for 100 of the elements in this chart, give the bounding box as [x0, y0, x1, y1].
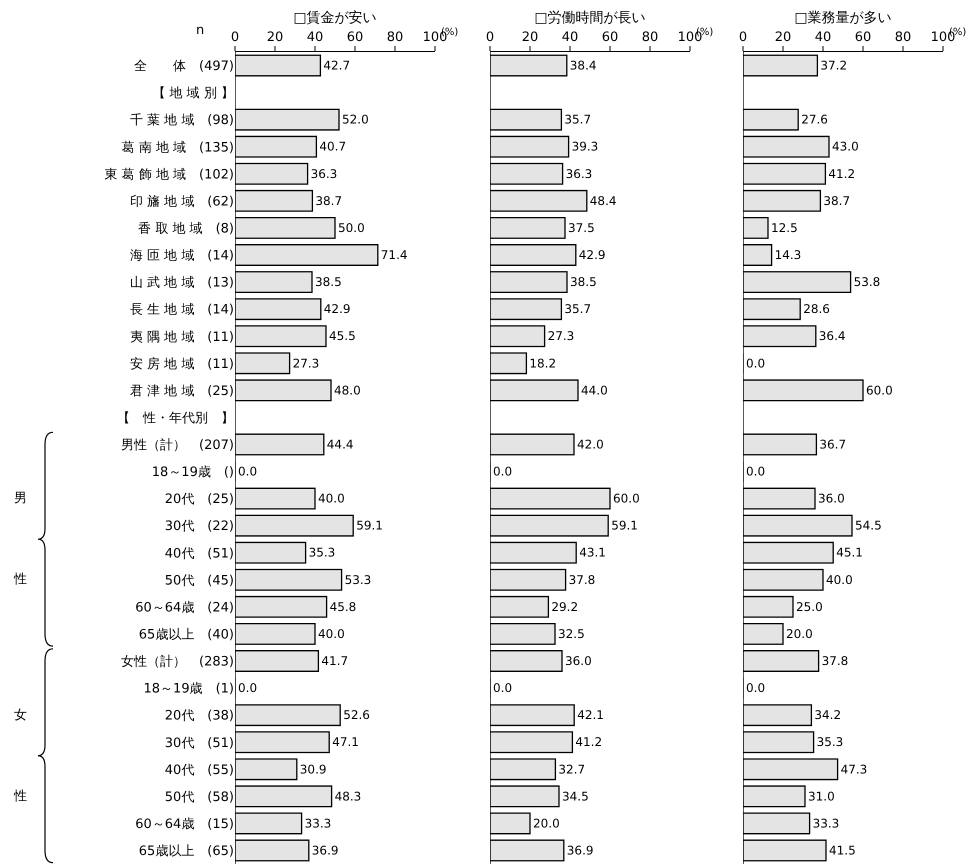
- y-tick-label: 男性（計） (207): [121, 438, 234, 454]
- data-label: 20.0: [533, 816, 560, 830]
- text: 性: [13, 572, 27, 587]
- chart-title: □賃金が安い: [293, 10, 377, 26]
- data-label: 32.7: [558, 762, 586, 776]
- data-label: 35.7: [564, 112, 592, 127]
- data-label: 40.0: [318, 492, 345, 506]
- x-tick-label: 0: [486, 30, 494, 45]
- data-label: 35.3: [816, 735, 844, 750]
- y-tick-label: 海 匝 地 域 (14): [130, 248, 234, 264]
- data-label: 44.0: [581, 383, 608, 398]
- data-label: 52.6: [343, 708, 370, 722]
- y-tick-label: 65歳以上 (65): [138, 844, 234, 860]
- data-label: 42.0: [577, 437, 604, 452]
- data-label: 45.5: [329, 329, 356, 344]
- y-tick-label: 50代 (58): [164, 790, 234, 805]
- data-label: 0.0: [746, 464, 766, 479]
- data-label: 36.7: [819, 437, 846, 452]
- data-label: 48.0: [334, 383, 361, 398]
- y-tick-label: 30代 (22): [164, 519, 234, 534]
- data-label: 48.4: [590, 194, 617, 208]
- data-label: 53.3: [344, 572, 372, 587]
- data-label: 59.1: [611, 518, 638, 533]
- y-tick-label: 全 体 (497): [134, 59, 234, 74]
- data-label: 45.8: [330, 600, 356, 614]
- data-label: 42.9: [578, 248, 606, 262]
- data-label: 20.0: [786, 626, 813, 641]
- y-tick-label: 長 生 地 域 (14): [130, 302, 234, 318]
- y-tick-label: 18～19歳 (1): [144, 682, 234, 697]
- data-label: 71.4: [380, 248, 408, 262]
- data-label: 37.5: [568, 220, 595, 235]
- chart-title: □労働時間が長い: [534, 10, 646, 26]
- y-tick-label: 夷 隅 地 域 (11): [130, 330, 234, 345]
- data-label: 37.8: [822, 654, 848, 668]
- data-label: 0.0: [238, 681, 258, 696]
- data-label: 27.3: [548, 329, 574, 344]
- data-label: 37.8: [568, 572, 596, 587]
- data-label: 37.2: [820, 58, 848, 73]
- data-label: 41.2: [575, 735, 602, 750]
- data-label: 59.1: [356, 518, 383, 533]
- data-label: 38.7: [823, 194, 850, 208]
- data-label: 47.1: [332, 735, 359, 750]
- chart-title: □業務量が多い: [794, 10, 892, 26]
- data-label: 43.0: [832, 140, 859, 154]
- data-label: 33.3: [304, 816, 332, 830]
- data-label: 0.0: [746, 356, 766, 370]
- y-tick-label: 60～64歳 (24): [135, 600, 234, 616]
- y-tick-label: 千 葉 地 域 (98): [130, 113, 234, 128]
- x-tick-label: 0: [738, 30, 748, 45]
- data-label: 34.2: [814, 708, 842, 722]
- y-tick-label: 山 武 地 域 (13): [130, 276, 234, 291]
- y-tick-label: 安 房 地 域 (11): [130, 356, 234, 372]
- x-tick-label: 80: [894, 30, 912, 45]
- data-label: 38.5: [570, 275, 597, 290]
- data-label: 34.5: [562, 789, 589, 804]
- data-label: 25.0: [796, 600, 823, 614]
- y-tick-label: 40代 (51): [164, 546, 234, 562]
- y-tick-label: 30代 (51): [164, 736, 234, 751]
- x-tick-label: 80: [642, 30, 658, 45]
- y-tick-label: 40代 (55): [164, 762, 234, 778]
- data-label: 0.0: [493, 464, 512, 479]
- y-tick-label: 65歳以上 (40): [138, 627, 234, 642]
- y-tick-label: 女性（計） (283): [121, 654, 234, 670]
- y-tick-label: 【 性・年代別 】: [117, 410, 234, 426]
- text: 女: [14, 708, 27, 723]
- data-label: 52.0: [342, 112, 369, 127]
- text: 男: [14, 491, 27, 506]
- y-tick-label: 50代 (45): [164, 573, 234, 588]
- y-tick-label: 60～64歳 (15): [135, 816, 234, 832]
- data-label: 42.1: [577, 708, 604, 722]
- data-label: 36.4: [818, 329, 846, 344]
- y-tick-label: 18～19歳 (): [152, 465, 234, 480]
- data-label: 31.0: [808, 789, 835, 804]
- y-tick-label: 香 取 地 域 (8): [138, 221, 234, 236]
- data-label: 60.0: [866, 383, 893, 398]
- data-label: 53.8: [854, 275, 880, 290]
- y-tick-label: 東 葛 飾 地 域 (102): [104, 167, 234, 182]
- data-label: 27.3: [292, 356, 320, 370]
- x-tick-label: 60: [854, 30, 872, 45]
- x-tick-label: 80: [386, 30, 404, 45]
- data-label: 36.3: [310, 166, 338, 181]
- data-label: 27.6: [801, 112, 828, 127]
- data-label: 44.4: [326, 437, 354, 452]
- data-label: 0.0: [746, 681, 766, 696]
- data-label: 39.3: [572, 140, 598, 154]
- y-tick-label: 20代 (25): [164, 492, 234, 508]
- x-tick-label: 60: [346, 30, 364, 45]
- data-label: 36.0: [565, 654, 592, 668]
- data-label: 36.9: [312, 843, 339, 858]
- x-tick-label: 60: [602, 30, 618, 45]
- y-tick-label: 君 津 地 域 (25): [130, 384, 234, 399]
- data-label: 29.2: [551, 600, 578, 614]
- data-label: 35.3: [308, 546, 336, 560]
- data-label: 36.3: [566, 166, 592, 181]
- x-tick-label: 20: [774, 30, 792, 45]
- x-tick-label: 20: [266, 30, 284, 45]
- y-tick-label: 印 旛 地 域 (62): [130, 194, 234, 210]
- data-label: 0.0: [238, 464, 258, 479]
- data-label: 12.5: [771, 220, 798, 235]
- y-tick-label: 【 地 域 別 】: [152, 86, 234, 102]
